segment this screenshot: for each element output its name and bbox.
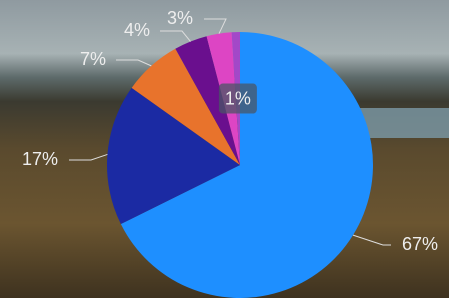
data-label: 3% [167, 8, 193, 28]
chart: 67% 17% 7% 4% 3% 1% [0, 0, 449, 298]
data-label: 4% [124, 20, 150, 40]
data-label: 7% [80, 49, 106, 69]
background-lake [360, 108, 449, 138]
data-label: 17% [22, 149, 58, 169]
data-label: 1% [225, 88, 251, 108]
page: {"chart_data": {"type": "pie", "values":… [0, 0, 449, 298]
data-label: 67% [402, 234, 438, 254]
